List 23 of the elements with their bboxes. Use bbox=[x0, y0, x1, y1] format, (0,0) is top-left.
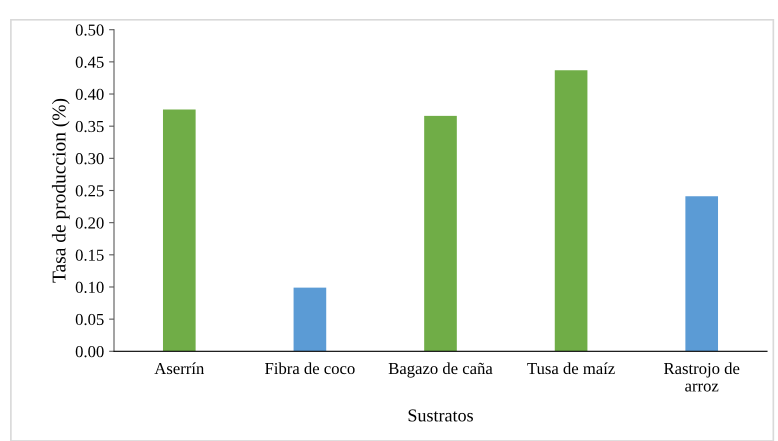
bar bbox=[554, 70, 588, 352]
x-tick-label: Bagazo de caña bbox=[388, 362, 493, 378]
y-tick-label: 0.15 bbox=[76, 250, 104, 261]
bar bbox=[424, 116, 457, 352]
y-tick-label: 0.25 bbox=[76, 185, 104, 197]
x-axis-title: Sustratos bbox=[408, 409, 473, 422]
y-tick-label: 0.05 bbox=[76, 314, 104, 326]
x-tick-label: Rastrojo de arroz bbox=[664, 362, 740, 392]
bar bbox=[685, 196, 718, 352]
bar bbox=[162, 109, 196, 352]
x-tick-label: Fibra de coco bbox=[265, 362, 355, 374]
y-tick-label: 0.45 bbox=[76, 56, 104, 68]
y-axis-title: Tasa de produccion (%) bbox=[52, 98, 70, 283]
y-tick-label: 0.10 bbox=[76, 282, 104, 293]
y-tick-label: 0.00 bbox=[76, 346, 104, 358]
y-tick-label: 0.50 bbox=[76, 24, 104, 36]
y-tick-label: 0.35 bbox=[76, 120, 104, 132]
y-tick-label: 0.40 bbox=[76, 88, 104, 100]
y-tick-label: 0.20 bbox=[76, 217, 104, 229]
bar bbox=[294, 288, 326, 352]
x-tick-label: Aserrín bbox=[154, 362, 204, 374]
x-tick-label: Tusa de maíz bbox=[527, 362, 615, 374]
y-tick-label: 0.30 bbox=[76, 153, 104, 164]
